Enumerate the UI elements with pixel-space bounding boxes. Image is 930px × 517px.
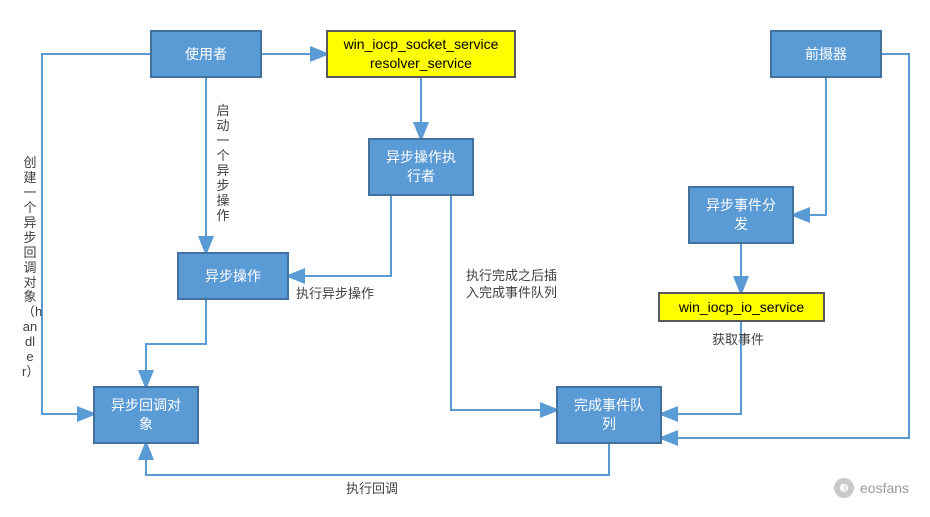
node-complete_queue: 完成事件队 列 (556, 386, 662, 444)
wechat-icon: ❸ (834, 478, 854, 498)
node-user: 使用者 (150, 30, 262, 78)
edge-label: 执行异步操作 (296, 286, 374, 303)
watermark-text: eosfans (860, 480, 909, 496)
node-dispatch: 异步事件分 发 (688, 186, 794, 244)
node-proactor: 前摄器 (770, 30, 882, 78)
edge-label: 创建一个异步回调对象（handler） (22, 156, 38, 380)
edge-label: 启动一个异步操作 (215, 104, 231, 224)
edge-label: 获取事件 (712, 332, 764, 349)
node-exec: 异步操作执 行者 (368, 138, 474, 196)
edge-label: 执行回调 (346, 481, 398, 498)
edge-label: 执行完成之后插 入完成事件队列 (466, 268, 557, 302)
node-async_op: 异步操作 (177, 252, 289, 300)
node-io_service: win_iocp_io_service (658, 292, 825, 322)
node-callback: 异步回调对 象 (93, 386, 199, 444)
node-win_socket: win_iocp_socket_service resolver_service (326, 30, 516, 78)
watermark: ❸ eosfans (834, 478, 909, 498)
